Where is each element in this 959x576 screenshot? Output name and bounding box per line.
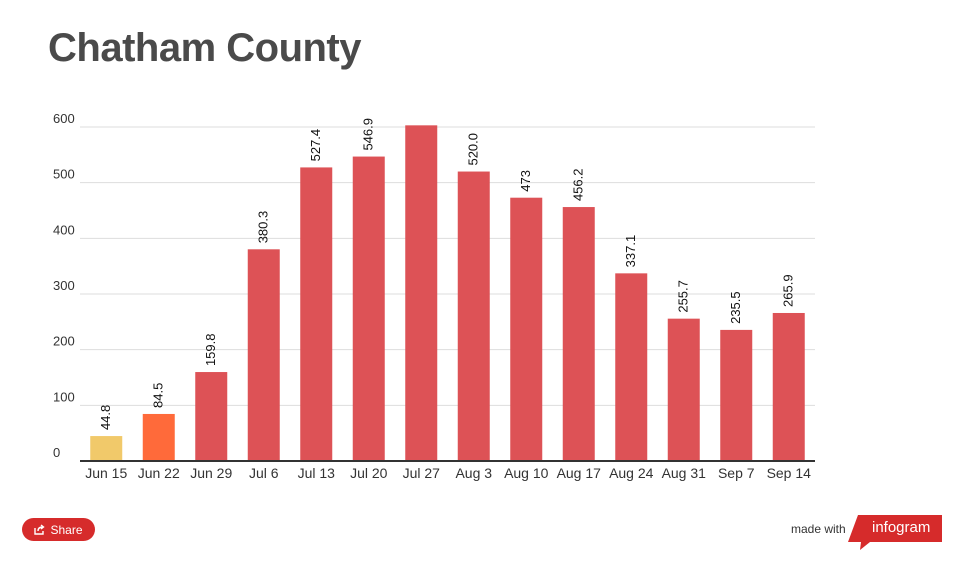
y-tick-label: 500 — [53, 167, 75, 182]
share-icon — [34, 524, 46, 535]
y-tick-label: 100 — [53, 389, 75, 404]
data-label: 520.0 — [466, 133, 481, 166]
y-tick-label: 600 — [53, 111, 75, 126]
x-tick-label: Aug 31 — [662, 465, 707, 481]
data-label: 255.7 — [676, 280, 691, 313]
x-tick-label: Aug 10 — [504, 465, 549, 481]
x-tick-label: Sep 14 — [767, 465, 812, 481]
bar — [615, 273, 648, 461]
y-tick-label: 300 — [53, 278, 75, 293]
page-title: Chatham County — [48, 26, 362, 70]
share-label: Share — [50, 522, 83, 537]
made-with-label: made with — [791, 522, 846, 536]
bar — [720, 329, 753, 461]
y-tick-label: 200 — [53, 334, 75, 349]
x-tick-label: Aug 3 — [455, 465, 492, 481]
x-tick-label: Aug 17 — [557, 465, 602, 481]
data-label: 44.8 — [98, 405, 113, 430]
infogram-logo[interactable] — [848, 515, 942, 551]
bar — [457, 171, 490, 462]
bar — [352, 156, 385, 461]
x-tick-label: Jul 27 — [403, 465, 441, 481]
data-label: 473 — [518, 170, 533, 192]
bar — [195, 372, 228, 461]
y-tick-label: 0 — [53, 445, 60, 460]
bar — [300, 167, 333, 461]
bar — [772, 312, 805, 461]
data-label: 527.4 — [308, 129, 323, 162]
x-tick-label: Jun 22 — [138, 465, 180, 481]
data-label: 456.2 — [571, 169, 586, 202]
data-label: 337.1 — [623, 235, 638, 268]
bar — [562, 207, 595, 461]
data-label: 265.9 — [781, 274, 796, 307]
bar — [405, 125, 438, 461]
bar — [247, 249, 280, 461]
x-tick-label: Jul 6 — [249, 465, 279, 481]
x-tick-label: Jul 20 — [350, 465, 388, 481]
data-label: 546.9 — [361, 118, 376, 151]
bar — [510, 197, 543, 462]
y-tick-label: 400 — [53, 222, 75, 237]
data-label: 235.5 — [728, 291, 743, 324]
x-tick-label: Sep 7 — [718, 465, 755, 481]
brand-label: infogram — [872, 519, 931, 536]
x-tick-label: Jun 29 — [190, 465, 232, 481]
bar — [667, 318, 700, 461]
data-label: 159.8 — [203, 333, 218, 366]
x-tick-label: Jul 13 — [298, 465, 336, 481]
bar — [90, 436, 123, 461]
share-button[interactable]: Share — [22, 518, 95, 541]
bar — [142, 413, 175, 461]
data-label: 380.3 — [256, 211, 271, 244]
x-tick-label: Jun 15 — [85, 465, 127, 481]
data-label: 84.5 — [151, 383, 166, 408]
x-tick-label: Aug 24 — [609, 465, 654, 481]
